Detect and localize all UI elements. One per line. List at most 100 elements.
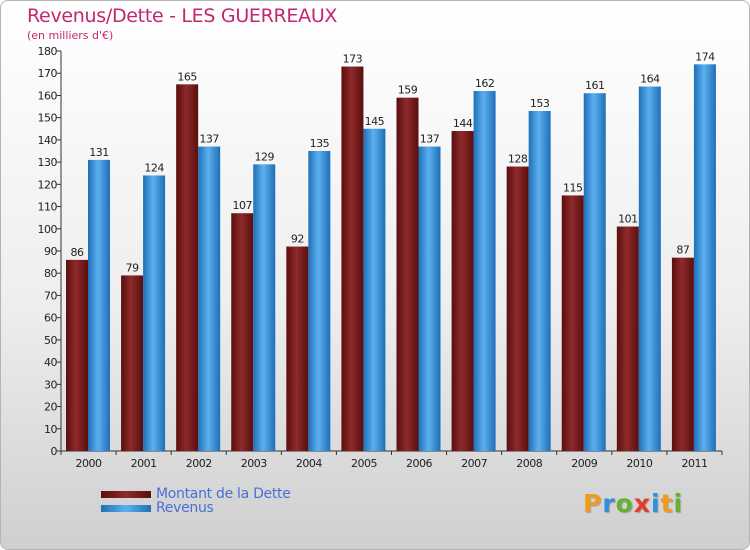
bar-revenus [253,164,276,452]
y-tick-label: 30 [44,378,57,391]
bar-dette [176,84,199,451]
y-tick-label: 90 [44,245,57,258]
legend-item-dette: Montant de la Dette [101,486,291,502]
logo-letter: i [673,489,684,518]
y-tick-label: 110 [38,201,58,214]
data-label: 115 [563,181,583,194]
bar-revenus [528,111,551,451]
data-label: 107 [233,199,253,212]
x-tick-label: 2009 [571,457,597,470]
chart-title: Revenus/Dette - LES GUERREAUX [27,5,338,27]
x-tick-label: 2002 [186,457,212,470]
x-tick-label: 2007 [461,457,487,470]
data-label: 162 [475,77,495,90]
data-label: 165 [177,70,197,83]
axes: 0 10 20 30 40 50 60 70 80 90 100 110 120 130 140 150 160… [38,45,723,470]
logo-letter: r [602,489,616,518]
chart-subtitle: (en milliers d'€) [27,29,114,42]
y-tick-label: 150 [38,112,58,125]
bar-dette [286,246,309,451]
bar-revenus [363,128,386,451]
x-tick-label: 2008 [516,457,542,470]
bar-revenus [198,146,221,452]
data-label: 153 [530,97,550,110]
legend-label-revenus: Revenus [156,500,214,516]
data-label: 124 [144,161,164,174]
proxiti-logo: Proxiti [583,489,683,518]
data-label: 101 [618,213,638,226]
data-label: 173 [343,53,363,66]
data-label: 174 [695,50,715,63]
bar-revenus [418,146,441,452]
x-tick-label: 2011 [681,457,707,470]
data-label: 159 [398,84,418,97]
bars [66,64,716,452]
bar-revenus [638,86,661,452]
bar-dette [341,66,364,452]
y-tick-label: 130 [38,156,58,169]
data-label: 131 [89,146,109,159]
logo-letter: i [651,489,661,518]
x-tick-label: 2004 [296,457,322,470]
y-tick-label: 70 [44,289,57,302]
legend-label-dette: Montant de la Dette [156,486,291,502]
legend-swatch-dette [101,490,151,498]
data-label: 92 [291,233,304,246]
x-tick-label: 2003 [241,457,267,470]
logo-letter: x [633,489,651,518]
y-tick-label: 0 [51,445,58,458]
bar-revenus [308,151,331,451]
bar-dette [121,275,144,451]
legend-swatch-revenus [101,504,151,512]
legend-item-revenus: Revenus [101,500,291,516]
y-tick-label: 180 [38,45,58,58]
bar-dette [561,195,584,451]
bar-revenus [143,175,166,451]
data-label: 128 [508,153,528,166]
bar-dette [396,97,419,452]
y-tick-label: 80 [44,267,57,280]
bar-revenus [583,93,606,451]
bar-revenus [88,159,110,451]
data-label: 135 [310,137,330,150]
bar-dette [231,213,254,451]
x-tick-label: 2010 [626,457,652,470]
data-label: 129 [255,150,275,163]
bar-dette [506,166,529,452]
y-tick-label: 50 [44,334,57,347]
y-tick-label: 60 [44,312,57,325]
bar-dette [671,257,694,451]
y-tick-label: 40 [44,356,57,369]
data-label: 137 [199,133,219,146]
bar-dette [616,226,639,451]
data-labels: 86 79 165 107 92 173 159 144 128 115 101 87 131 124 13… [71,50,716,274]
data-label: 79 [126,261,139,274]
bar-dette [451,131,474,451]
logo-letter: t [660,489,674,518]
data-label: 86 [71,246,84,259]
data-label: 145 [365,115,385,128]
y-tick-label: 20 [44,401,57,414]
y-tick-label: 120 [38,178,58,191]
bar-dette [66,259,88,451]
data-label: 144 [453,117,473,130]
data-label: 164 [640,73,660,86]
data-label: 137 [420,133,440,146]
x-tick-label: 2006 [406,457,432,470]
logo-letter: o [615,489,634,518]
bar-revenus [473,91,496,451]
x-tick-label: 2005 [351,457,377,470]
y-tick-label: 170 [38,67,58,80]
logo-letter: P [583,489,603,518]
y-tick-label: 10 [44,423,57,436]
bar-revenus [693,64,716,452]
x-tick-label: 2001 [131,457,157,470]
legend: Montant de la Dette Revenus [101,486,291,516]
y-tick-label: 160 [38,89,58,102]
data-label: 161 [585,79,605,92]
y-tick-label: 100 [38,223,58,236]
x-tick-label: 2000 [76,457,102,470]
data-label: 87 [676,244,689,257]
